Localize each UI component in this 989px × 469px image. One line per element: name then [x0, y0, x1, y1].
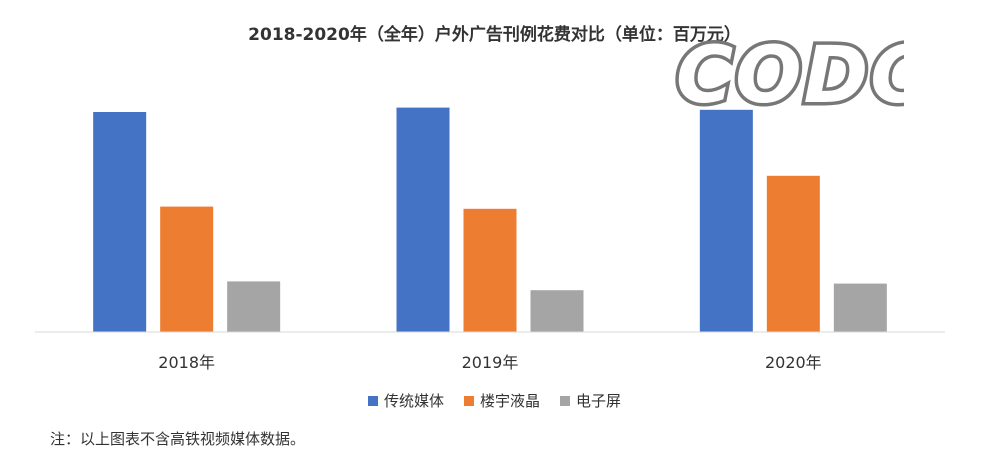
bar-楼宇液晶-2018年	[160, 206, 214, 332]
legend-item: 楼宇液晶	[463, 390, 540, 411]
x-tick-label: 2020年	[765, 353, 822, 372]
legend-label: 电子屏	[576, 392, 622, 410]
bar-电子屏-2020年	[833, 283, 887, 332]
legend-swatch	[367, 395, 378, 406]
chart-title: 2018-2020年（全年）户外广告刊例花费对比（单位：百万元）	[248, 25, 741, 45]
bar-传统媒体-2019年	[396, 107, 450, 332]
svg-text:CODC: CODC	[676, 36, 904, 116]
bar-传统媒体-2020年	[699, 109, 753, 332]
codc-watermark-logo: CODC	[672, 28, 932, 125]
x-tick-label: 2019年	[462, 353, 519, 372]
legend-item: 电子屏	[560, 390, 621, 411]
legend-label: 楼宇液晶	[479, 392, 540, 410]
legend-item: 传统媒体	[367, 390, 444, 411]
footnote: 注：以上图表不含高铁视频媒体数据。	[50, 430, 306, 448]
bar-传统媒体-2018年	[93, 112, 147, 332]
legend-swatch	[560, 395, 570, 406]
bar-电子屏-2018年	[227, 281, 281, 332]
x-tick-label: 2018年	[158, 353, 215, 372]
legend-swatch	[463, 395, 474, 406]
bar-楼宇液晶-2020年	[766, 175, 820, 332]
bar-电子屏-2019年	[530, 290, 584, 332]
bar-楼宇液晶-2019年	[463, 208, 517, 332]
legend-label: 传统媒体	[383, 392, 444, 410]
chart-legend: 传统媒体 楼宇液晶 电子屏	[0, 390, 989, 411]
